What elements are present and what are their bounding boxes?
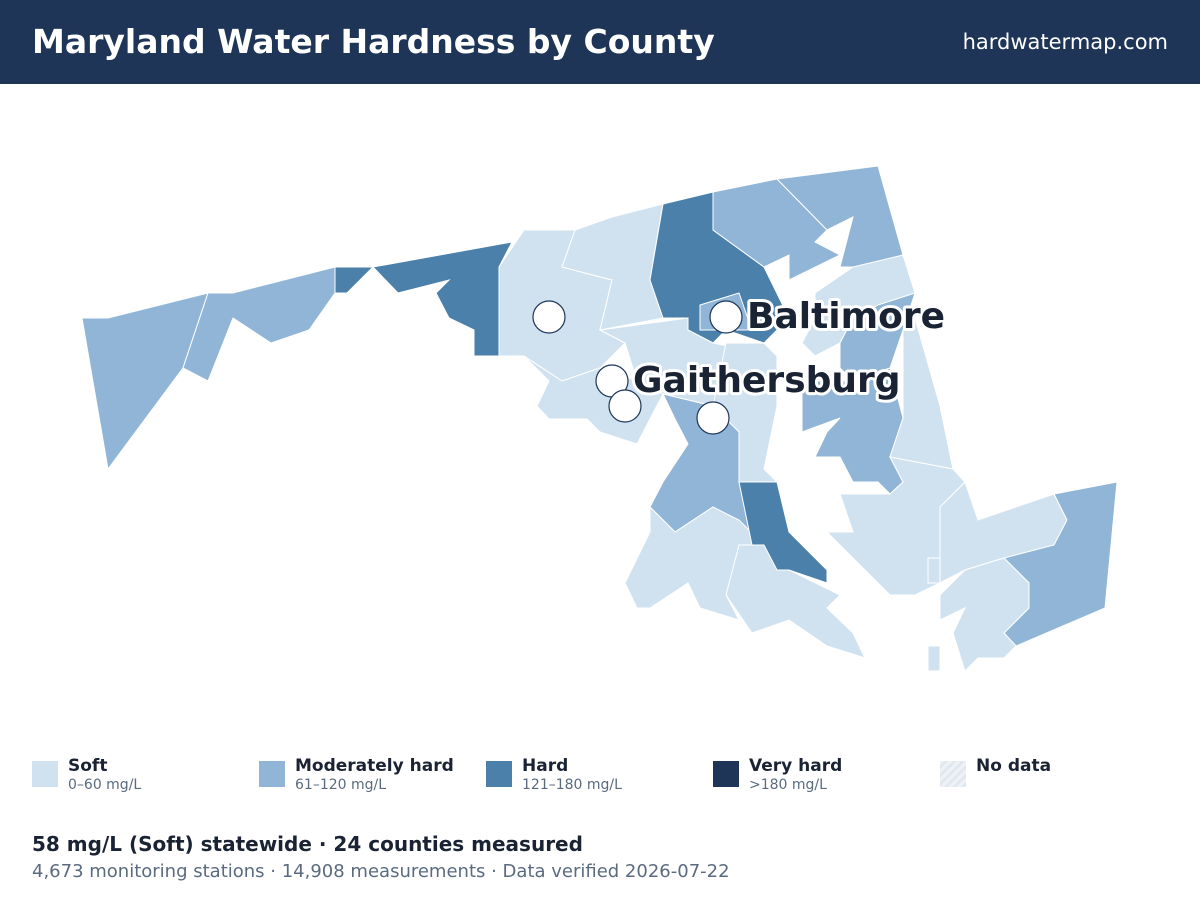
city-marker: [709, 300, 743, 334]
legend-range: 121–180 mg/L: [522, 777, 622, 793]
legend-range: >180 mg/L: [749, 777, 827, 793]
legend-label: Very hard: [749, 756, 843, 776]
swatch: [713, 761, 739, 787]
header: Maryland Water Hardness by County hardwa…: [0, 0, 1200, 84]
swatch: [32, 761, 58, 787]
title: Maryland Water Hardness by County: [32, 22, 715, 61]
legend-label: Soft: [68, 756, 108, 776]
legend-label: No data: [976, 756, 1052, 776]
city-label: Baltimore: [747, 296, 945, 337]
city-markers: [532, 300, 743, 435]
city-label: Gaithersburg: [633, 360, 901, 401]
city-marker: [608, 389, 642, 423]
summary-details: 4,673 monitoring stations · 14,908 measu…: [32, 861, 730, 882]
map: Baltimore Gaithersburg: [81, 165, 1118, 672]
legend-range: 61–120 mg/L: [295, 777, 387, 793]
swatch: [940, 761, 966, 787]
summary-headline: 58 mg/L (Soft) statewide · 24 counties m…: [32, 832, 583, 856]
legend-label: Hard: [522, 756, 569, 776]
legend-range: 0–60 mg/L: [68, 777, 142, 793]
city-marker: [696, 401, 730, 435]
counties: [81, 165, 1118, 672]
city-marker: [532, 300, 566, 334]
legend-label: Moderately hard: [295, 756, 454, 776]
swatch: [259, 761, 285, 787]
swatch: [486, 761, 512, 787]
site-name: hardwatermap.com: [962, 30, 1168, 54]
